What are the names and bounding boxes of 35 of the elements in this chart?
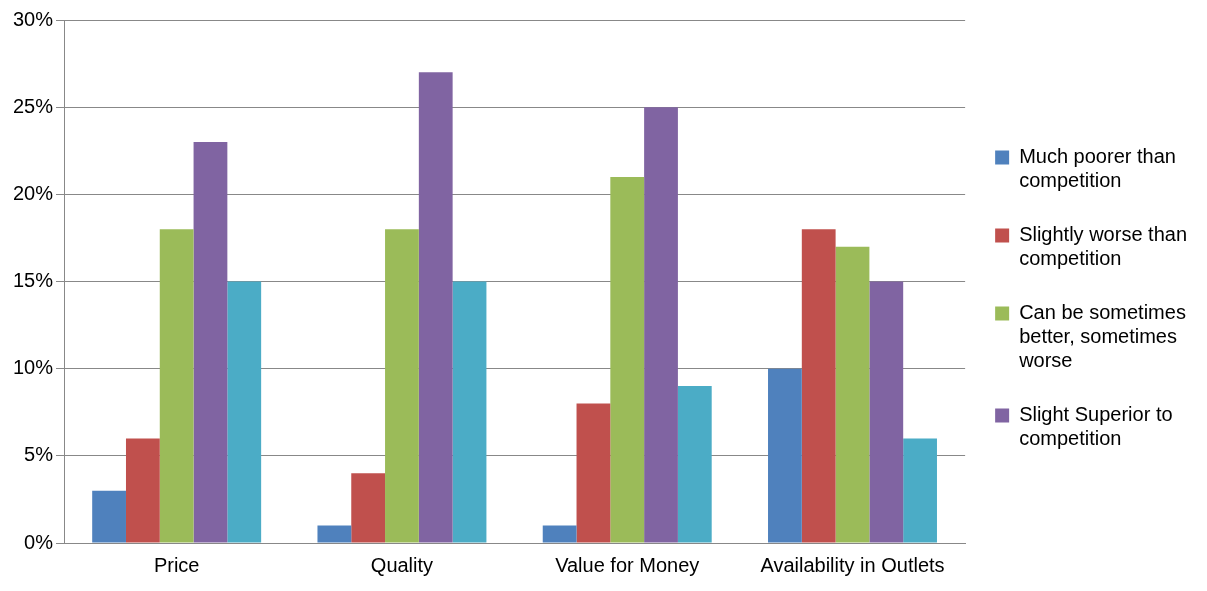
y-tick-label: 10% (13, 356, 54, 379)
bar (193, 142, 228, 543)
x-tick-label: Value for Money (555, 553, 700, 576)
bar (452, 281, 487, 543)
bar (317, 525, 352, 543)
x-tick-label: Quality (370, 553, 434, 576)
legend-label: Slightly worse than competition (1019, 223, 1188, 270)
bar (677, 386, 712, 543)
bar (92, 490, 126, 543)
y-tick-label: 20% (13, 181, 54, 204)
legend-label: Much poorer than competition (1019, 145, 1176, 192)
bar (576, 403, 611, 543)
bar (418, 72, 453, 543)
bar (610, 176, 645, 543)
y-tick-label: 15% (13, 269, 54, 292)
bar (159, 229, 194, 543)
bar (835, 246, 870, 543)
legend-label: Slight Superior to competition (1019, 403, 1173, 450)
bar (542, 525, 577, 543)
bar (903, 438, 937, 543)
bar (801, 229, 836, 543)
bar (351, 473, 386, 543)
bar (227, 281, 262, 543)
y-tick-label: 5% (24, 443, 54, 466)
y-tick-label: 30% (13, 7, 54, 30)
bar (768, 368, 802, 543)
x-tick-label: Availability in Outlets (760, 553, 945, 576)
bar (385, 229, 419, 543)
bar (644, 107, 678, 543)
x-tick-label: Price (153, 553, 200, 576)
y-tick-label: 25% (13, 94, 54, 117)
bar (869, 281, 904, 543)
y-tick-label: 0% (24, 530, 54, 553)
legend-label: Can be sometimes better, sometimes worse (1018, 301, 1186, 372)
bar (125, 438, 160, 543)
